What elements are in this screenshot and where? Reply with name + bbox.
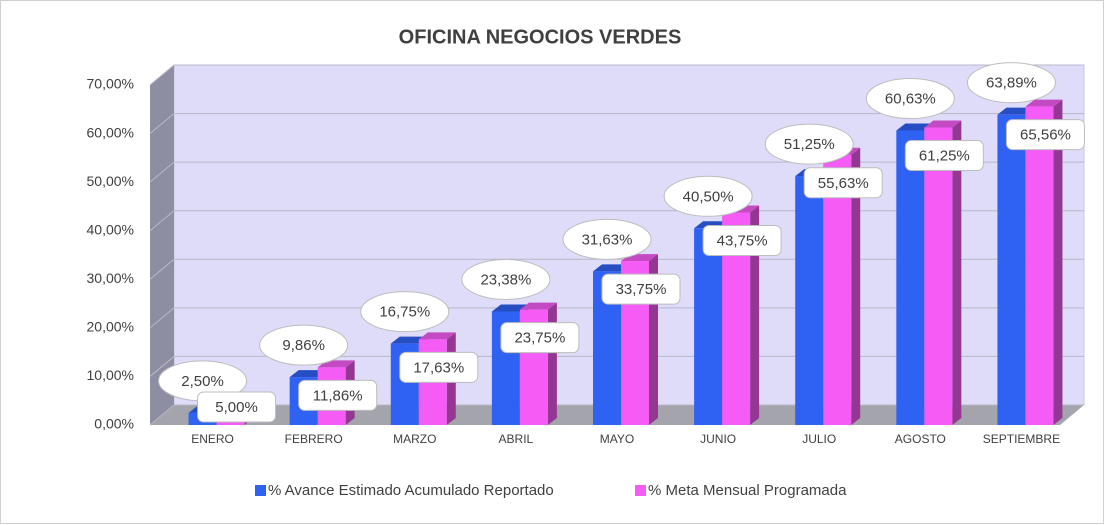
bar bbox=[896, 130, 925, 426]
value-label: 51,25% bbox=[784, 136, 835, 153]
y-tick-label: 30,00% bbox=[87, 270, 134, 286]
bar-top bbox=[924, 120, 962, 128]
label-bubble bbox=[865, 78, 955, 120]
label-bubble bbox=[562, 218, 652, 260]
y-tick-label: 60,00% bbox=[87, 124, 134, 140]
value-label: 2,50% bbox=[181, 373, 224, 390]
label-box bbox=[298, 379, 378, 411]
value-label: 63,89% bbox=[986, 75, 1037, 92]
x-tick-label: MARZO bbox=[393, 432, 436, 446]
bar-side bbox=[851, 147, 861, 425]
y-tick-label: 40,00% bbox=[87, 221, 134, 237]
value-label: 33,75% bbox=[616, 281, 667, 298]
bar bbox=[795, 176, 824, 425]
grid-line bbox=[149, 404, 1084, 426]
value-label: 40,50% bbox=[683, 188, 734, 205]
side-wall bbox=[150, 65, 174, 425]
grid-line bbox=[149, 258, 1084, 280]
bar-side bbox=[952, 120, 962, 425]
y-tick-label: 20,00% bbox=[87, 319, 134, 335]
grid-line bbox=[149, 307, 1084, 329]
bar-top bbox=[593, 264, 630, 272]
x-tick-label: SEPTIEMBRE bbox=[983, 432, 1060, 446]
label-bubble bbox=[966, 62, 1056, 104]
value-label: 16,75% bbox=[379, 304, 430, 321]
legend-label: % Avance Estimado Acumulado Reportado bbox=[268, 482, 554, 499]
label-box bbox=[1005, 119, 1085, 151]
bar-top bbox=[418, 332, 456, 340]
label-box bbox=[601, 273, 681, 305]
y-tick-label: 50,00% bbox=[87, 173, 134, 189]
label-box bbox=[702, 225, 782, 256]
x-tick-label: MAYO bbox=[600, 432, 634, 446]
chart-title: OFICINA NEGOCIOS VERDES bbox=[399, 26, 682, 48]
bar-top bbox=[519, 302, 557, 310]
label-bubble bbox=[764, 123, 854, 165]
value-label: 65,56% bbox=[1020, 127, 1071, 144]
bar bbox=[694, 228, 723, 425]
value-label: 43,75% bbox=[717, 232, 768, 249]
value-label: 9,86% bbox=[282, 337, 325, 354]
y-tick-label: 70,00% bbox=[87, 76, 134, 92]
x-tick-label: FEBRERO bbox=[285, 432, 343, 446]
label-box bbox=[197, 391, 277, 423]
x-tick-label: ENERO bbox=[191, 432, 234, 446]
grid-line bbox=[149, 355, 1084, 377]
legend-swatch bbox=[255, 485, 266, 496]
value-label: 11,86% bbox=[313, 387, 363, 404]
x-tick-label: JUNIO bbox=[700, 432, 736, 446]
grid-line bbox=[149, 64, 1084, 86]
bar-side bbox=[547, 302, 557, 425]
bar-top bbox=[1025, 99, 1063, 107]
value-label: 60,63% bbox=[885, 90, 936, 107]
label-bubble bbox=[461, 258, 551, 300]
label-box bbox=[904, 140, 984, 171]
x-tick-label: ABRIL bbox=[499, 432, 534, 446]
bar-side bbox=[750, 205, 760, 425]
value-label: 55,63% bbox=[818, 175, 869, 192]
bar-top bbox=[896, 123, 934, 131]
label-bubble bbox=[360, 291, 450, 333]
x-tick-label: AGOSTO bbox=[895, 432, 946, 446]
legend-swatch bbox=[635, 485, 646, 496]
value-label: 61,25% bbox=[919, 147, 970, 164]
value-label: 17,63% bbox=[413, 359, 464, 376]
y-tick-label: 10,00% bbox=[87, 367, 134, 383]
bar-top bbox=[997, 107, 1035, 115]
grid-line bbox=[149, 210, 1084, 232]
x-tick-label: JULIO bbox=[802, 432, 836, 446]
bar bbox=[823, 154, 852, 425]
grid-line bbox=[149, 161, 1084, 183]
value-label: 23,75% bbox=[514, 330, 565, 347]
label-bubble bbox=[663, 175, 753, 217]
bar bbox=[924, 127, 953, 425]
value-label: 23,38% bbox=[480, 271, 531, 288]
y-tick-label: 0,00% bbox=[94, 416, 134, 432]
bar-top bbox=[390, 336, 428, 344]
bar-side bbox=[1053, 99, 1063, 426]
legend-label: % Meta Mensual Programada bbox=[648, 482, 847, 499]
bar-top bbox=[491, 304, 529, 312]
label-box bbox=[500, 322, 580, 354]
grid-line bbox=[149, 113, 1084, 134]
label-box bbox=[399, 351, 479, 383]
label-box bbox=[803, 167, 883, 199]
value-label: 31,63% bbox=[582, 231, 633, 248]
value-label: 5,00% bbox=[215, 399, 258, 416]
label-bubble bbox=[259, 324, 349, 366]
bar bbox=[1025, 106, 1054, 426]
bar bbox=[997, 114, 1026, 426]
bar-top bbox=[289, 370, 327, 378]
